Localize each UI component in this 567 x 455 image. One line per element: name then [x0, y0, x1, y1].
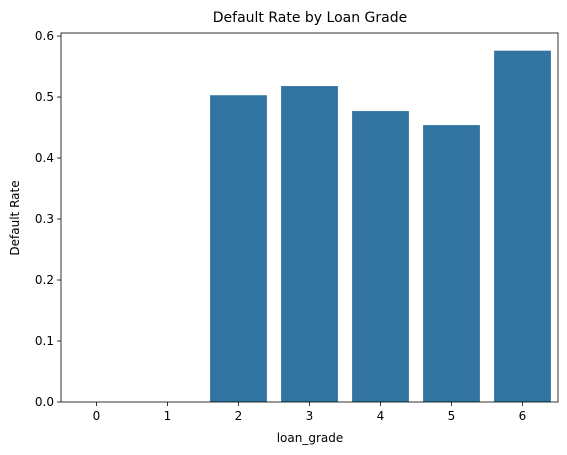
x-tick-label: 0: [93, 409, 101, 423]
x-tick-label: 5: [448, 409, 456, 423]
bar-grade-4: [352, 111, 409, 402]
y-tick-label: 0.4: [35, 151, 54, 165]
x-axis-ticks: 0 1 2 3 4 5 6: [93, 402, 527, 423]
x-tick-label: 3: [306, 409, 314, 423]
chart-title: Default Rate by Loan Grade: [213, 10, 407, 26]
y-tick-label: 0.1: [35, 334, 54, 348]
bars-layer: [210, 50, 551, 403]
x-tick-label: 1: [164, 409, 172, 423]
y-tick-label: 0.2: [35, 273, 54, 287]
bar-grade-5: [423, 125, 480, 402]
bar-grade-2: [210, 95, 267, 402]
plot-frame: [60, 32, 559, 403]
x-tick-label: 2: [235, 409, 243, 423]
bar-grade-6: [494, 50, 551, 403]
y-axis-label: Default Rate: [8, 180, 22, 255]
x-tick-label: 4: [377, 409, 385, 423]
y-tick-label: 0.3: [35, 212, 54, 226]
y-axis-ticks: 0.0 0.1 0.2 0.3 0.4 0.5 0.6: [35, 29, 61, 409]
y-tick-label: 0.6: [35, 29, 54, 43]
y-tick-label: 0.0: [35, 395, 54, 409]
y-tick-label: 0.5: [35, 90, 54, 104]
bar-grade-3: [281, 86, 338, 403]
x-tick-label: 6: [519, 409, 527, 423]
x-axis-label: loan_grade: [277, 431, 344, 445]
